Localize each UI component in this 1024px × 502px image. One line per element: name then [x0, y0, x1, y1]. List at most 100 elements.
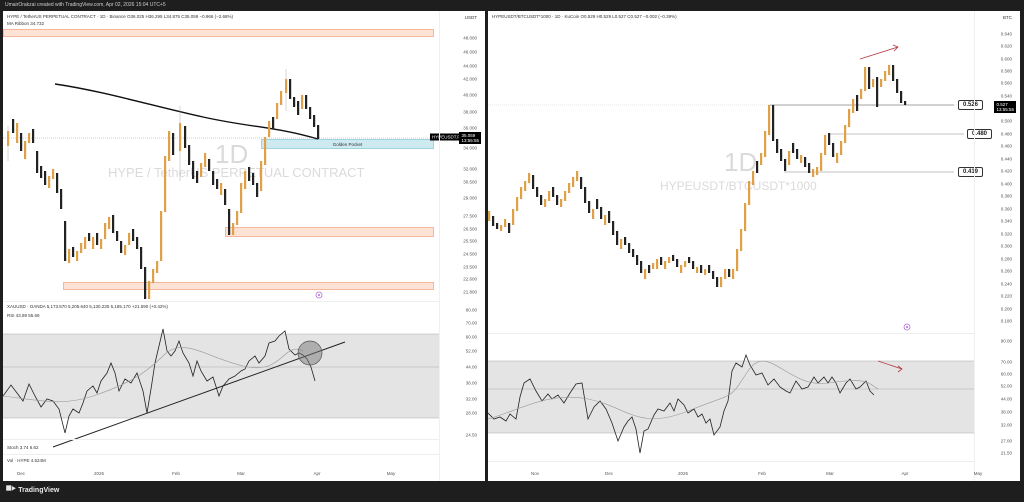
- symbol-legend: HYPEUSDT/BTCUSDT*1000 · 1D · KuCoin O0.5…: [492, 14, 677, 19]
- footer-bar: ⯀⯈ TradingView: [0, 481, 1024, 502]
- pane-divider[interactable]: [3, 439, 439, 440]
- stoch-legend: Stoch 3.74 6.62: [7, 445, 39, 450]
- price-tick: 23.500: [463, 264, 477, 270]
- price-tick: 0.200: [1000, 306, 1012, 312]
- price-tick: 29.000: [463, 195, 477, 201]
- price-tick: 0.360: [1000, 206, 1012, 212]
- higher-high-arrow-icon: [892, 44, 899, 52]
- time-label: May: [973, 471, 983, 476]
- price-tick: 34.000: [463, 145, 477, 151]
- breakdown-circle: [297, 340, 323, 366]
- rsi-tick: 32.00: [465, 396, 477, 402]
- price-tick: 0.580: [1000, 68, 1012, 74]
- time-label: Dec: [604, 471, 614, 476]
- price-tick: 44.000: [463, 63, 477, 69]
- pane-divider[interactable]: [488, 333, 974, 334]
- level-label-0526[interactable]: 0.526: [958, 100, 984, 110]
- price-tick: 0.380: [1000, 193, 1012, 199]
- rsi-tick: 38.00: [1000, 409, 1012, 415]
- event-marker-icon: [315, 291, 323, 299]
- rsi-tick: 52.00: [465, 348, 477, 354]
- currency-label: BTC: [1003, 15, 1012, 20]
- rsi-tick: 90.00: [1000, 338, 1012, 344]
- brand-name: TradingView: [18, 486, 60, 494]
- price-tick: 0.420: [1000, 168, 1012, 174]
- chart-panel-hype-usdt[interactable]: HYPE / TetherUS PERPETUAL CONTRACT · 1D …: [3, 11, 485, 481]
- time-label: Apr: [901, 471, 909, 476]
- rsi-tick: 32.00: [1000, 422, 1012, 428]
- rsi-tick: 60.00: [465, 334, 477, 340]
- price-tick: 38.000: [463, 109, 477, 115]
- demand-zone-low: [63, 282, 434, 290]
- rsi-tick: 52.00: [1000, 383, 1012, 389]
- level-label-0419[interactable]: 0.419: [958, 167, 984, 177]
- price-tick: 22.600: [463, 276, 477, 282]
- price-tick: 0.500: [1000, 118, 1012, 124]
- price-axis[interactable]: USDT 48.000 46.000 44.000 42.000 40.000 …: [439, 11, 485, 481]
- rsi-tick: 44.00: [1000, 396, 1012, 402]
- price-axis[interactable]: BTC 0.640 0.620 0.600 0.580 0.560 0.540 …: [974, 11, 1020, 481]
- rsi-tick: 70.00: [465, 320, 477, 326]
- last-price: 35.059: [461, 133, 476, 138]
- bar-countdown: 13:55:55: [461, 138, 479, 143]
- price-tick: 0.220: [1000, 293, 1012, 299]
- tradingview-logo[interactable]: ⯀⯈ TradingView: [6, 486, 59, 494]
- price-tick: 0.440: [1000, 156, 1012, 162]
- time-label: 2026: [93, 471, 105, 476]
- price-tick: 0.620: [1000, 43, 1012, 49]
- pane-divider[interactable]: [488, 461, 974, 462]
- price-tick: 0.640: [1000, 31, 1012, 37]
- price-tick: 0.240: [1000, 281, 1012, 287]
- last-price-tag: 35.059 13:55:55: [459, 132, 481, 144]
- symbol-price-tag: HYPEUSDT.P: [430, 133, 463, 141]
- supply-zone-top: [3, 29, 434, 37]
- price-candles: [3, 69, 439, 299]
- tradingview-logo-icon: ⯀⯈: [6, 486, 16, 493]
- rsi-tick: 44.00: [465, 364, 477, 370]
- price-tick: 0.400: [1000, 181, 1012, 187]
- rsi-pane: [488, 353, 974, 454]
- rsi-tick: 27.00: [1000, 438, 1012, 444]
- price-tick: 27.500: [463, 213, 477, 219]
- xauusd-legend: XAUUSD · OANDA 5,173.570 5,205.640 5,130…: [7, 304, 168, 309]
- price-tick: 0.460: [1000, 143, 1012, 149]
- rsi-pane: [3, 328, 439, 448]
- price-tick: 0.340: [1000, 218, 1012, 224]
- price-tick: 0.280: [1000, 256, 1012, 262]
- price-tick: 24.500: [463, 251, 477, 257]
- level-label-0480[interactable]: 0.480: [967, 129, 993, 139]
- rsi-tick: 80.00: [465, 307, 477, 313]
- price-tick: 40.000: [463, 92, 477, 98]
- time-label: Mar: [826, 471, 834, 476]
- currency-label: USDT: [464, 15, 477, 20]
- divergence-arrow-icon: [897, 365, 903, 373]
- time-label: May: [386, 471, 396, 476]
- price-tick: 0.260: [1000, 268, 1012, 274]
- pane-divider[interactable]: [3, 301, 439, 302]
- price-tick: 0.560: [1000, 80, 1012, 86]
- rsi-tick: 70.00: [1000, 359, 1012, 365]
- pane-divider[interactable]: [3, 454, 439, 455]
- price-tick: 30.500: [463, 179, 477, 185]
- rsi-tick: 24.50: [465, 432, 477, 438]
- last-price: 0.527: [996, 102, 1008, 107]
- chart-panel-hype-btc[interactable]: HYPEUSDT/BTCUSDT*1000 · 1D · KuCoin O0.5…: [488, 11, 1020, 481]
- watermark-header: UmairOrakzai created with TradingView.co…: [0, 0, 1024, 11]
- price-tick: 0.300: [1000, 243, 1012, 249]
- time-label: Dec: [16, 471, 26, 476]
- price-tick: 0.480: [1000, 131, 1012, 137]
- price-tick: 42.000: [463, 76, 477, 82]
- last-price-tag: 0.527 13:55:55: [994, 101, 1016, 113]
- price-tick: 0.540: [1000, 93, 1012, 99]
- price-tick: 0.600: [1000, 56, 1012, 62]
- bar-countdown: 13:55:55: [996, 107, 1014, 112]
- rsi-tick: 28.00: [465, 410, 477, 416]
- volume-legend: Vol · HYPE 4.524M: [7, 458, 46, 463]
- demand-zone-mid: [225, 227, 434, 237]
- price-tick: 0.180: [1000, 318, 1012, 324]
- price-tick: 21.800: [463, 289, 477, 295]
- golden-pocket-zone: Golden Pocket: [261, 139, 434, 149]
- time-label: Mar: [237, 471, 245, 476]
- time-label: 2026: [677, 471, 689, 476]
- ma-ribbon-legend: MA Ribbon 34.732: [7, 21, 45, 26]
